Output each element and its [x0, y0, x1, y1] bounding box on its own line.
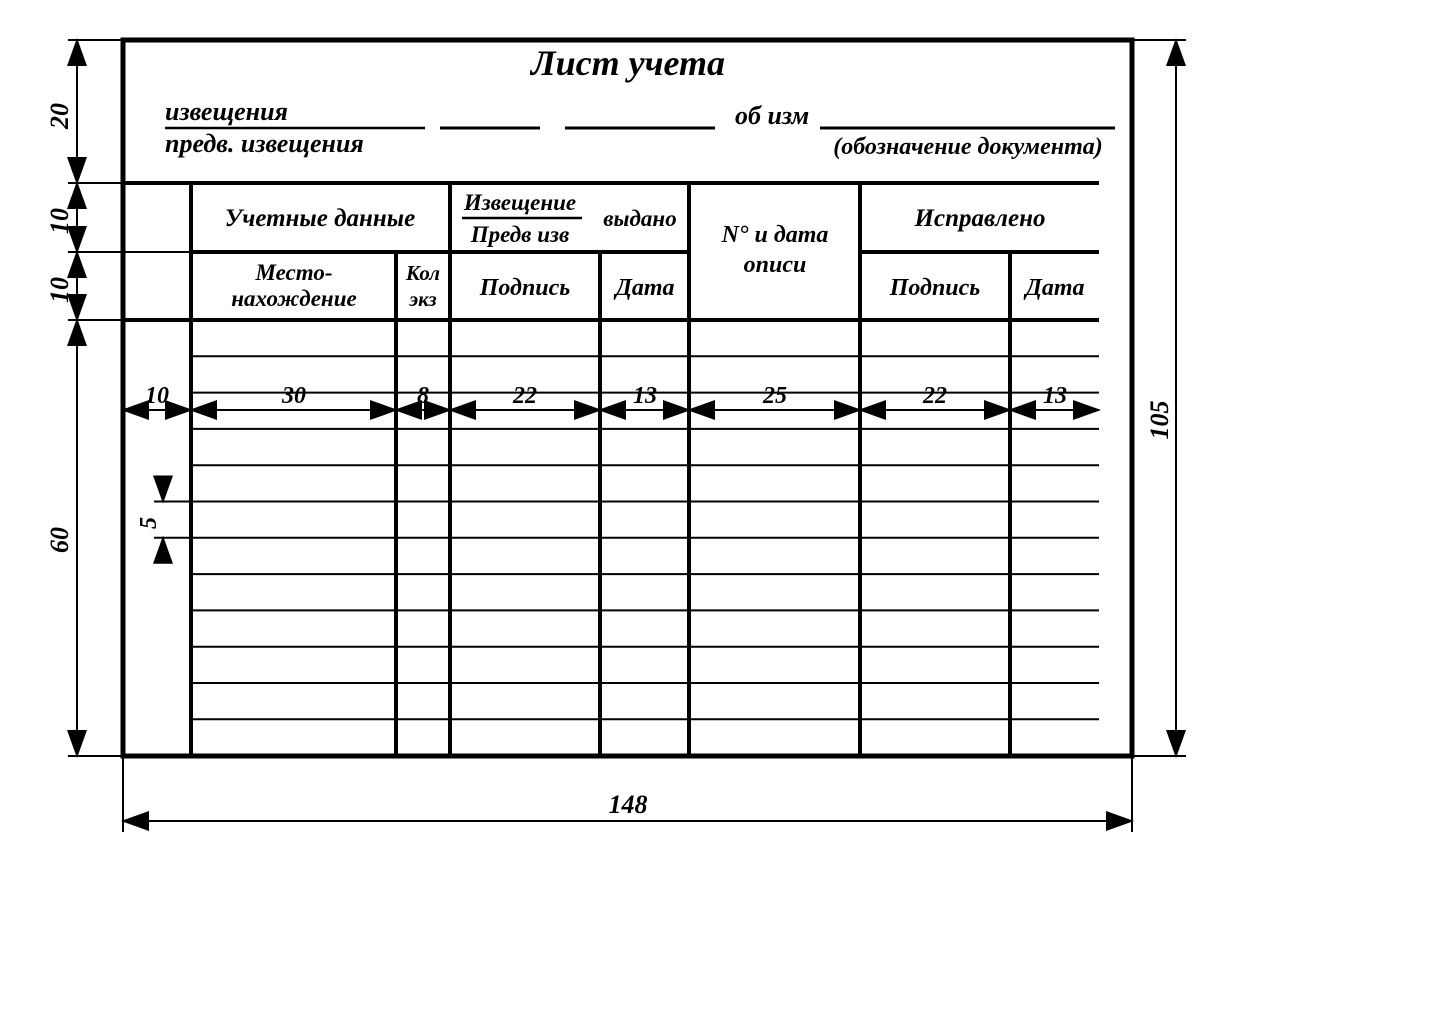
dim-col30: 30	[281, 383, 306, 409]
dim-col13b: 13	[1043, 383, 1067, 409]
dim-10a: 10	[45, 208, 74, 234]
dims-columns: 10 30 8 22 13 25 22 13	[123, 383, 1099, 410]
technical-drawing: Лист учета извещения предв. извещения об…	[20, 20, 1456, 996]
col-copies-2: экз	[408, 287, 436, 311]
col-sig-1: Подпись	[479, 275, 571, 301]
dim-col22a: 22	[512, 383, 537, 409]
doc-designation: (обозначение документа)	[833, 134, 1102, 160]
col-copies-1: Кол	[405, 261, 440, 285]
col-location-2: нахождение	[231, 286, 356, 311]
col-date-2: Дата	[1023, 275, 1084, 301]
col-sig-2: Подпись	[889, 275, 981, 301]
col-notice-bot: Предв изв	[470, 222, 570, 247]
dim-col13a: 13	[633, 383, 657, 409]
col-numdate-1: N° и дата	[721, 222, 829, 248]
col-account-data: Учетные данные	[225, 205, 415, 232]
dim-10b: 10	[45, 277, 74, 303]
dim-5-text: 5	[136, 517, 162, 529]
dim-105-text: 105	[1145, 401, 1174, 440]
dim-148: 148	[123, 756, 1132, 832]
col-numdate-2: описи	[744, 252, 807, 278]
dim-105: 105	[1132, 40, 1186, 756]
col-notice-top: Извещение	[463, 190, 576, 215]
dim-col22b: 22	[922, 383, 947, 409]
about-change: об изм	[735, 101, 809, 130]
col-location-1: Место-	[255, 260, 333, 285]
dim-col10: 10	[145, 383, 169, 409]
dim-60: 60	[45, 527, 74, 553]
title: Лист учета	[529, 43, 725, 83]
dim-5: 5	[136, 478, 191, 560]
pre-notice-label: предв. извещения	[165, 129, 364, 158]
col-date-1: Дата	[613, 275, 674, 301]
notice-label: извещения	[165, 97, 288, 126]
dim-col25: 25	[762, 383, 787, 409]
col-issued: выдано	[603, 206, 676, 231]
dim-col8: 8	[417, 383, 429, 409]
col-corrected: Исправлено	[914, 205, 1046, 232]
dim-148-text: 148	[609, 790, 648, 819]
dim-20: 20	[45, 103, 74, 130]
drawing-svg: Лист учета извещения предв. извещения об…	[20, 20, 1456, 996]
